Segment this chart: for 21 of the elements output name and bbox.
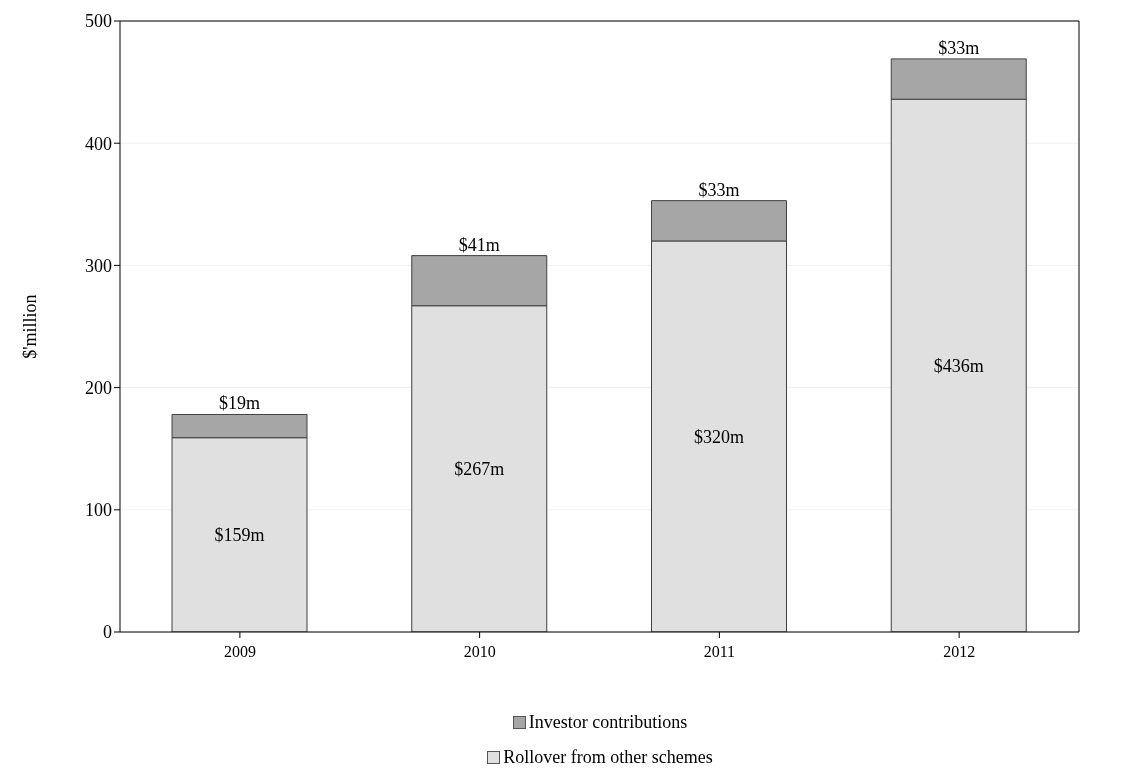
data-label: $19m <box>218 393 261 414</box>
y-tick-label: 100 <box>85 500 112 521</box>
y-tick-label: 0 <box>103 622 112 643</box>
x-tick-label: 2010 <box>463 643 496 661</box>
x-tick-label: 2011 <box>703 643 736 661</box>
y-tick-label: 500 <box>85 11 112 32</box>
data-label: $320m <box>693 426 745 447</box>
legend-label: Investor contributions <box>528 712 688 733</box>
data-label: $267m <box>454 459 505 480</box>
data-label: $159m <box>214 525 265 546</box>
x-tick-label: 2009 <box>223 643 256 661</box>
x-tick-label: 2012 <box>943 643 976 661</box>
data-label: $436m <box>933 355 984 376</box>
y-tick-label: 400 <box>85 133 112 154</box>
y-tick-label: 300 <box>85 255 112 276</box>
y-tick-label: 200 <box>85 377 112 398</box>
data-label: $33m <box>698 179 740 200</box>
y-axis-title: $'million <box>20 294 41 359</box>
data-label: $41m <box>458 234 500 255</box>
legend-label: Rollover from other schemes <box>503 747 713 768</box>
data-label: $33m <box>938 37 980 58</box>
